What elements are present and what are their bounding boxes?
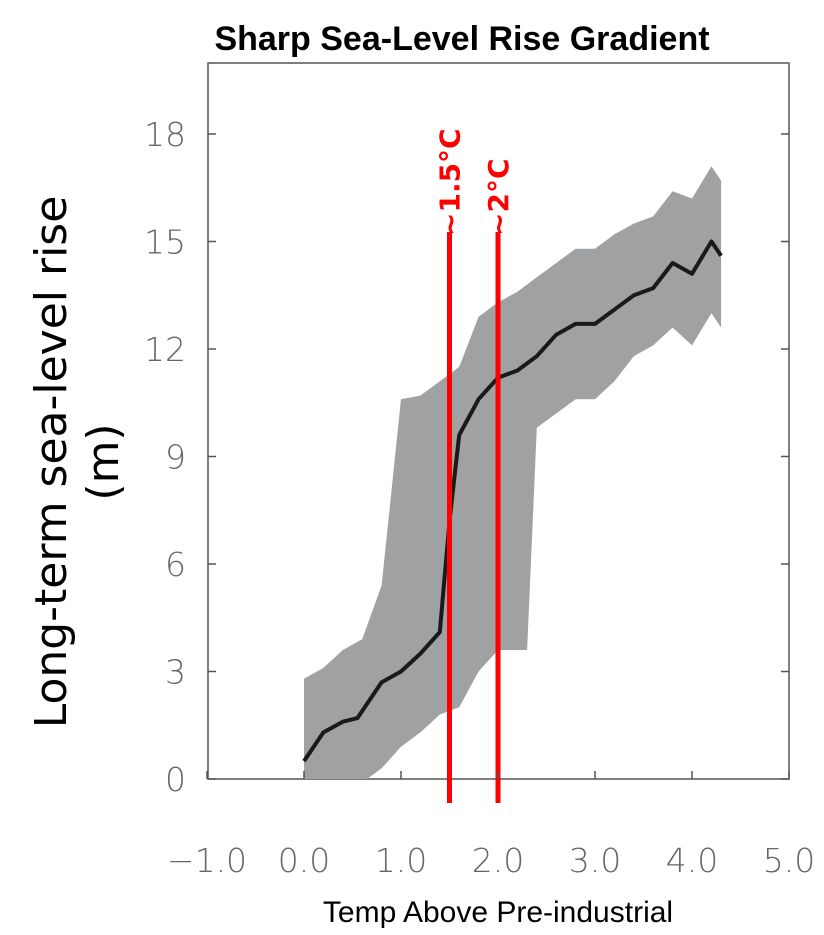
x-tick-label-5: 4.0: [666, 841, 718, 880]
series-line-0: [302, 239, 723, 763]
x-tick-label-6: 5.0: [763, 841, 815, 880]
x-tick-label-2: 1.0: [375, 841, 427, 880]
x-tick-label-4: 3.0: [569, 841, 621, 880]
chart-title: Sharp Sea-Level Rise Gradient: [214, 20, 709, 58]
y-tick-label-2: 6: [165, 545, 186, 584]
y-axis-label-line1: Long-term sea-level rise: [26, 196, 77, 729]
marker-label-1: ~2°C: [482, 159, 515, 237]
y-tick-label-3: 9: [165, 438, 186, 477]
tick-layer: −1.0 0.0 1.0 2.0 3.0 4.0 5.0 0 3 6 9 12 15 18: [144, 115, 815, 880]
y-tick-label-5: 15: [144, 223, 186, 262]
y-tick-label-1: 3: [165, 653, 186, 692]
x-axis-label: Temp Above Pre-industrial: [323, 896, 673, 929]
x-tick-label-0: −1.0: [167, 841, 247, 880]
y-tick-label-4: 12: [144, 330, 186, 369]
x-tick-label-3: 2.0: [472, 841, 524, 880]
uncertainty-band: [304, 166, 722, 780]
marker-label-0: ~1.5°C: [434, 128, 467, 236]
y-axis-label-line2: (m): [78, 423, 129, 500]
y-tick-label-0: 0: [165, 760, 186, 799]
y-tick-label-6: 18: [144, 115, 186, 154]
uncertainty-band-layer: [304, 166, 722, 780]
temperature-marker-layer: ~1.5°C ~2°C: [434, 128, 515, 803]
x-tick-label-1: 0.0: [278, 841, 330, 880]
series-line-layer: [302, 239, 723, 763]
